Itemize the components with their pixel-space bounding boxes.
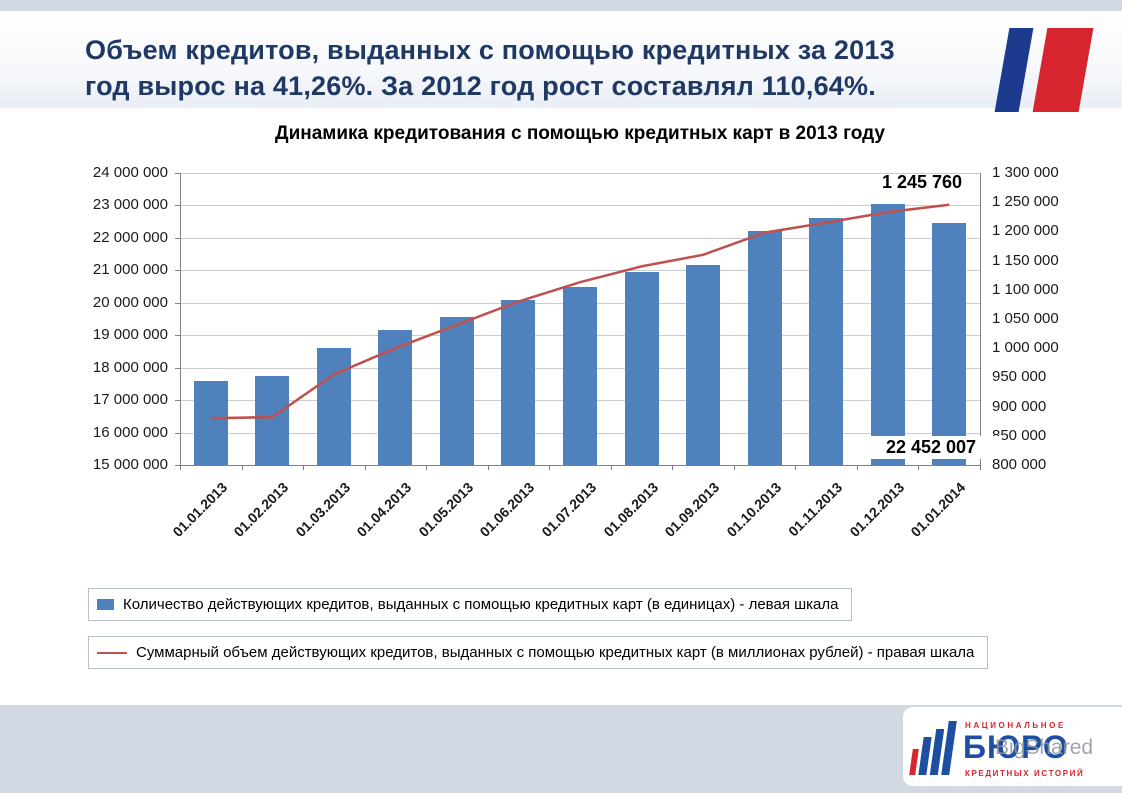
nbki-logo: НАЦИОНАЛЬНОЕ БЮРО КРЕДИТНЫХ ИСТОРИЙ BigS… — [903, 707, 1122, 786]
right-axis-tick-label: 1 100 000 — [992, 280, 1059, 298]
left-axis-tick-label: 21 000 000 — [92, 261, 168, 279]
bar — [193, 380, 228, 465]
right-axis-tick-label: 1 250 000 — [992, 193, 1059, 211]
left-axis-tick-label: 19 000 000 — [92, 326, 168, 344]
bar — [255, 375, 290, 465]
legend-item-line-series: Суммарный объем действующих кредитов, вы… — [88, 636, 989, 669]
header-band: Объем кредитов, выданных с помощью креди… — [0, 11, 1122, 112]
gridline — [180, 173, 980, 174]
x-axis-tick — [672, 465, 674, 470]
bar — [686, 265, 721, 465]
left-axis-tick — [175, 432, 180, 434]
left-axis-tick — [175, 270, 180, 272]
bar — [809, 218, 844, 465]
x-axis-tick — [303, 465, 305, 470]
x-axis-tick — [241, 465, 243, 470]
logo-bottom-text: КРЕДИТНЫХ ИСТОРИЙ — [965, 769, 1085, 778]
left-axis-tick — [175, 173, 180, 174]
bar — [501, 299, 536, 465]
right-axis-tick-label: 850 000 — [992, 426, 1047, 444]
x-axis-tick — [918, 465, 920, 470]
bar-series-legend-swatch-icon — [97, 599, 114, 610]
watermark-text: BigShared — [995, 736, 1094, 759]
x-axis-tick — [980, 465, 981, 470]
logo-bar-red-icon — [909, 749, 919, 775]
bar — [624, 271, 659, 465]
bar — [747, 231, 782, 465]
logo-main-text: БЮРО — [963, 729, 1069, 765]
right-axis-tick-label: 900 000 — [992, 397, 1047, 415]
left-axis-tick-label: 23 000 000 — [92, 196, 168, 214]
chart-title: Динамика кредитования с помощью кредитны… — [275, 123, 885, 144]
left-axis-tick — [175, 237, 180, 239]
left-axis-tick-label: 18 000 000 — [92, 358, 168, 376]
right-axis-tick-label: 1 300 000 — [992, 164, 1059, 181]
x-axis-tick — [180, 465, 181, 470]
gridline — [180, 270, 980, 272]
left-axis-tick-label: 17 000 000 — [92, 391, 168, 409]
right-axis-tick-label: 1 000 000 — [992, 339, 1059, 357]
left-axis-tick — [175, 400, 180, 402]
gridline — [180, 237, 980, 239]
line-series-legend-swatch-icon — [97, 651, 127, 654]
bar — [316, 348, 351, 465]
left-axis-tick — [175, 367, 180, 369]
legend-label-bar-series: Количество действующих кредитов, выданны… — [123, 596, 839, 613]
left-axis-tick-label: 20 000 000 — [92, 293, 168, 311]
left-axis-tick-label: 24 000 000 — [92, 164, 168, 181]
logo-top-text: НАЦИОНАЛЬНОЕ — [965, 721, 1066, 730]
x-axis-tick — [487, 465, 489, 470]
x-axis-tick — [610, 465, 612, 470]
data-label-line-last-value: 1 245 760 — [881, 172, 963, 192]
bar — [932, 223, 967, 465]
right-axis-tick-label: 1 150 000 — [992, 251, 1059, 269]
left-axis-tick — [175, 302, 180, 304]
left-axis-tick-label: 15 000 000 — [92, 456, 168, 473]
right-axis-tick-label: 1 050 000 — [992, 310, 1059, 327]
left-axis-tick-label: 22 000 000 — [92, 228, 168, 246]
left-axis-tick — [175, 335, 180, 337]
data-label-bar-last-value: 22 452 007 — [860, 436, 1002, 459]
bar — [439, 317, 474, 465]
bottom-axis-line — [180, 465, 980, 466]
right-axis-tick-label: 950 000 — [992, 368, 1047, 386]
x-axis-tick — [364, 465, 366, 470]
x-axis-tick — [426, 465, 428, 470]
left-axis-tick — [175, 465, 180, 466]
right-axis-tick-label: 800 000 — [992, 456, 1047, 473]
x-axis-tick — [856, 465, 858, 470]
left-axis-tick — [175, 205, 180, 207]
left-axis-line — [180, 173, 181, 465]
bar — [870, 203, 905, 465]
x-axis-tick — [733, 465, 735, 470]
legend-item-bar-series: Количество действующих кредитов, выданны… — [88, 588, 853, 621]
bar — [563, 286, 597, 465]
x-axis-tick — [549, 465, 551, 470]
right-axis-tick-label: 1 200 000 — [992, 222, 1059, 240]
bar — [378, 330, 413, 465]
legend-label-line-series: Суммарный объем действующих кредитов, вы… — [136, 644, 975, 661]
page-title: Объем кредитов, выданных с помощью креди… — [85, 35, 895, 101]
right-axis-line — [980, 173, 981, 465]
left-axis-tick-label: 16 000 000 — [92, 423, 168, 441]
x-axis-tick — [795, 465, 797, 470]
gridline — [180, 205, 980, 207]
